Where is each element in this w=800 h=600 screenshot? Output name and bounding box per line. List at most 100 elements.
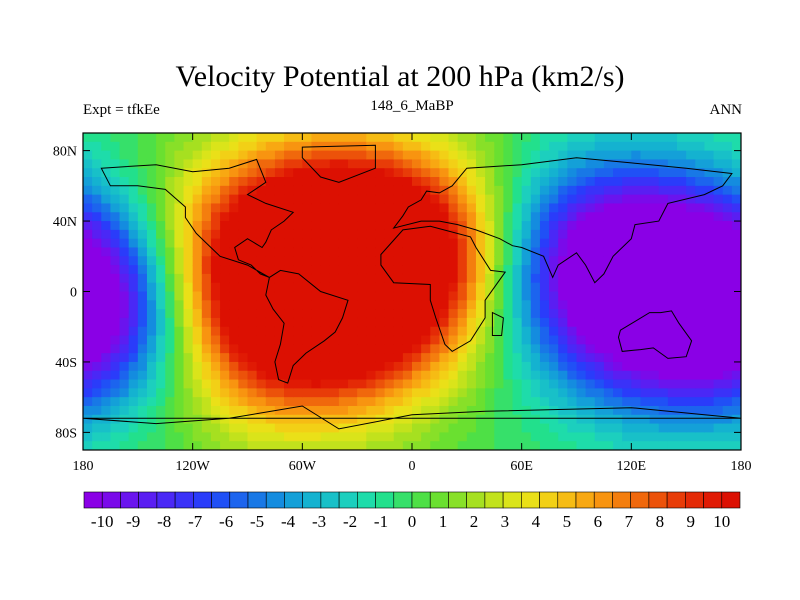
field-cell (366, 309, 377, 319)
field-cell (631, 335, 642, 345)
field-cell (421, 265, 431, 275)
season-label: ANN (709, 102, 743, 118)
field-cell (512, 265, 523, 275)
field-cell (549, 423, 559, 433)
field-cell (101, 353, 112, 363)
field-cell (658, 432, 669, 442)
field-cell (83, 194, 93, 205)
field-cell (613, 291, 623, 301)
field-cell (448, 405, 459, 416)
field-cell (558, 256, 568, 266)
field-cell (137, 388, 148, 398)
field-cell (448, 379, 459, 389)
field-cell (119, 335, 130, 345)
field-cell (521, 432, 532, 442)
field-cell (393, 441, 404, 450)
field-cell (677, 317, 687, 328)
field-cell (412, 423, 422, 433)
field-cell (567, 229, 578, 240)
field-cell (293, 405, 303, 416)
field-cell (156, 344, 166, 354)
field-cell (530, 194, 541, 205)
field-cell (348, 361, 358, 372)
field-cell (722, 317, 733, 328)
colorbar-swatch (138, 491, 158, 509)
field-cell (576, 256, 587, 266)
field-cell (475, 141, 486, 152)
field-cell (146, 150, 157, 161)
field-cell (247, 335, 258, 345)
field-cell (521, 379, 532, 389)
field-cell (156, 414, 166, 425)
colorbar-swatch (429, 491, 449, 509)
field-cell (393, 353, 404, 363)
field-cell (704, 405, 715, 416)
field-cell (512, 370, 523, 381)
field-cell (384, 141, 395, 152)
field-cell (338, 300, 349, 310)
field-cell (320, 212, 331, 222)
field-cell (704, 238, 715, 249)
field-cell (274, 335, 285, 345)
field-cell (110, 423, 121, 433)
field-cell (165, 133, 175, 143)
field-cell (558, 229, 568, 240)
field-cell (375, 247, 386, 257)
field-cell (585, 247, 596, 257)
field-cell (695, 141, 706, 152)
field-cell (448, 229, 459, 240)
field-cell (192, 300, 203, 310)
field-cell (311, 291, 322, 301)
field-cell (357, 133, 367, 143)
field-cell (229, 133, 239, 143)
field-cell (430, 282, 441, 293)
field-cell (713, 441, 724, 450)
field-cell (329, 185, 340, 196)
field-cell (247, 423, 258, 433)
colorbar-swatch (703, 491, 723, 509)
y-tick-label: 80N (53, 145, 77, 160)
field-cell (220, 212, 230, 222)
field-cell (658, 159, 669, 169)
field-cell (539, 397, 550, 407)
field-cell (558, 423, 568, 433)
field-cell (667, 344, 678, 354)
field-cell (448, 221, 459, 231)
field-cell (585, 335, 596, 345)
field-cell (466, 150, 477, 161)
field-cell (101, 344, 112, 354)
field-cell (320, 221, 331, 231)
field-cell (293, 441, 303, 450)
field-cell (357, 335, 367, 345)
field-cell (128, 326, 139, 337)
field-cell (430, 168, 441, 178)
field-cell (210, 326, 221, 337)
field-cell (357, 194, 367, 205)
field-cell (284, 397, 294, 407)
field-cell (119, 397, 130, 407)
field-cell (649, 432, 660, 442)
field-cell (156, 247, 166, 257)
field-cell (494, 423, 504, 433)
field-cell (667, 212, 678, 222)
field-cell (393, 397, 404, 407)
colorbar-label: -3 (312, 512, 326, 531)
field-cell (549, 141, 559, 152)
field-cell (503, 335, 514, 345)
field-cell (83, 414, 93, 425)
field-cell (366, 326, 377, 337)
field-cell (475, 335, 486, 345)
field-cell (247, 141, 258, 152)
field-cell (430, 291, 441, 301)
field-cell (274, 414, 285, 425)
field-cell (695, 309, 706, 319)
field-cell (192, 238, 203, 249)
field-cell (92, 265, 102, 275)
field-cell (704, 361, 715, 372)
field-cell (512, 256, 523, 266)
field-cell (713, 361, 724, 372)
field-cell (137, 212, 148, 222)
field-cell (494, 194, 504, 205)
field-cell (613, 238, 623, 249)
